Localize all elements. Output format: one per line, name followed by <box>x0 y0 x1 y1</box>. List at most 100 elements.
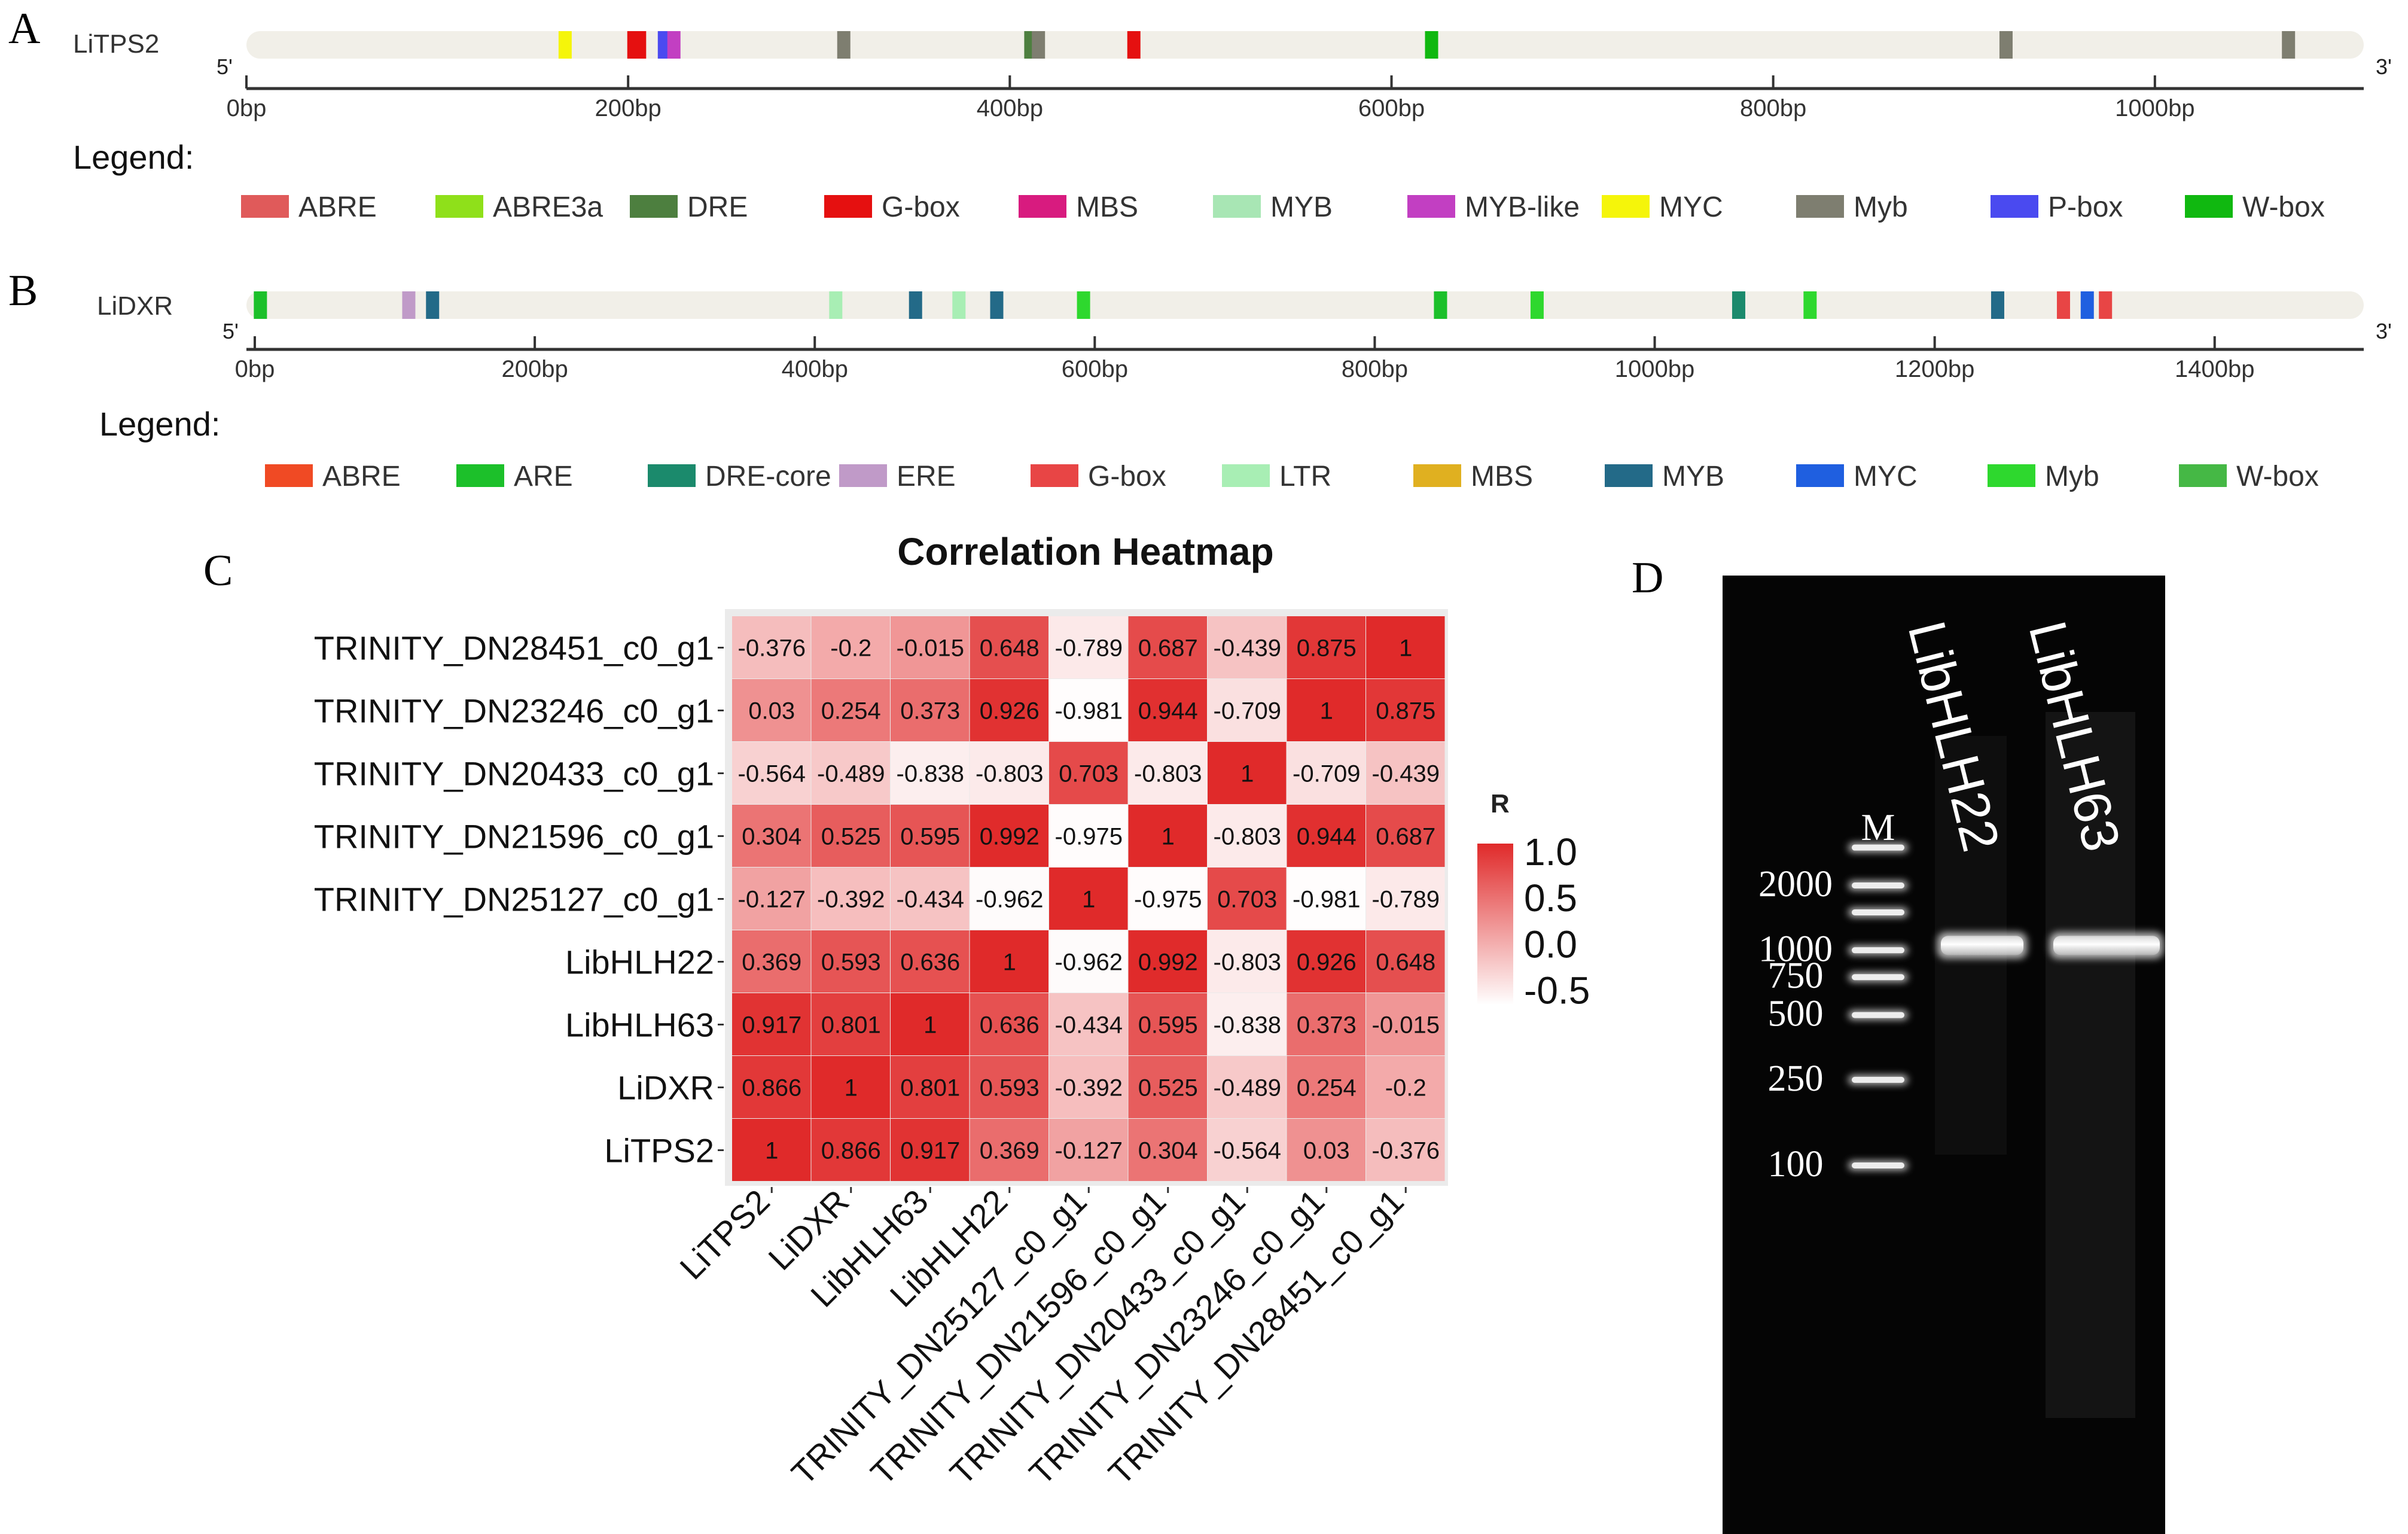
legend-swatch <box>839 464 887 487</box>
colorbar-tick-label: 1.0 <box>1524 830 1577 873</box>
heatmap-cell <box>1128 1119 1207 1181</box>
cell-value: -0.376 <box>738 635 806 662</box>
legend-label: W-box <box>2242 191 2325 223</box>
heatmap-cell <box>1366 993 1445 1055</box>
element-myb <box>909 291 922 319</box>
row-label: LiTPS2 <box>604 1132 714 1170</box>
cell-value: 0.866 <box>821 1138 881 1164</box>
ladder-band-core <box>1852 844 1904 851</box>
heatmap-cell <box>1128 679 1207 741</box>
heatmap-cell <box>1128 868 1207 930</box>
legend-label: ABRE <box>298 191 377 223</box>
cell-value: -0.127 <box>738 887 806 913</box>
heatmap-cell <box>891 805 970 867</box>
tick-label: 200bp <box>595 95 662 121</box>
element-g-box <box>2056 291 2070 319</box>
heatmap-cell <box>970 616 1048 678</box>
element-myb <box>837 31 851 59</box>
cell-value: 0.304 <box>742 824 801 850</box>
legend-item-myc: MYC <box>1796 461 1918 492</box>
heatmap-cell <box>811 742 890 804</box>
heatmap-cell <box>1287 868 1365 930</box>
heatmap-cell <box>732 1056 811 1118</box>
heatmap-cell <box>1049 679 1128 741</box>
legend-label: G-box <box>1088 461 1166 492</box>
panel-b-label: B <box>8 266 38 315</box>
legend-item-myb: MYB <box>1213 191 1333 223</box>
tick-label: 0bp <box>235 356 275 382</box>
heatmap-cell <box>1366 930 1445 993</box>
element-myb <box>426 291 440 319</box>
heatmap-cell <box>1049 993 1128 1055</box>
element-w-box <box>1425 31 1438 59</box>
heatmap-cell <box>732 742 811 804</box>
cell-value: 0.593 <box>821 949 881 976</box>
heatmap-cell <box>1128 805 1207 867</box>
heatmap-cell <box>1208 805 1287 867</box>
gene-label: LiDXR <box>97 291 173 321</box>
legend-item-myb: Myb <box>1796 191 1908 223</box>
cell-value: 0.636 <box>900 949 960 976</box>
legend-swatch <box>265 464 313 487</box>
cell-value: 0.917 <box>742 1012 801 1039</box>
cell-value: -0.439 <box>1214 635 1281 662</box>
panel-c-label: C <box>203 546 233 595</box>
legend-item-abre: ABRE <box>241 191 377 223</box>
cell-value: -0.564 <box>738 761 806 787</box>
ladder-size-label: 250 <box>1768 1058 1824 1099</box>
ladder-band-core <box>1852 1162 1904 1168</box>
legend-label: MBS <box>1471 461 1533 492</box>
legend-label: MYB-like <box>1465 191 1580 223</box>
legend-item-p-box: P-box <box>1991 191 2123 223</box>
element-g-box <box>2099 291 2113 319</box>
heatmap-cell <box>1208 742 1287 804</box>
legend-item-myb: MYB <box>1605 461 1724 492</box>
column-labels: LiTPS2LiDXRLibHLH63LibHLH22TRINITY_DN251… <box>672 1182 1410 1492</box>
heatmap-cell <box>1128 616 1207 678</box>
ladder-size-label: 2000 <box>1758 864 1833 905</box>
lane-smear <box>2046 712 2135 1418</box>
heatmap-cell <box>811 1056 890 1118</box>
heatmap-cell <box>1208 616 1287 678</box>
element-myb <box>1803 291 1817 319</box>
legend-title: Legend: <box>99 405 220 443</box>
heatmap-cell <box>1049 930 1128 993</box>
ladder-size-label: 750 <box>1768 955 1824 996</box>
legend-swatch <box>1796 195 1844 218</box>
three-prime-label: 3' <box>2376 319 2392 343</box>
heatmap-cell <box>891 1056 970 1118</box>
row-label: LibHLH63 <box>565 1006 714 1044</box>
cell-value: 1 <box>1399 635 1412 662</box>
element-ltr <box>952 291 966 319</box>
panel-b: LiDXR 5' 3' 0bp 200bp 400bp 600bp 800bp 1000b… <box>97 291 2392 492</box>
heatmap-cell <box>970 868 1048 930</box>
five-prime-label: 5' <box>217 54 233 79</box>
cell-value: 0.917 <box>900 1138 960 1164</box>
element-group <box>254 291 2113 319</box>
legend-label: P-box <box>2048 191 2123 223</box>
cell-value: 0.254 <box>821 698 881 725</box>
legend-swatch <box>1602 195 1650 218</box>
legend-item-g-box: G-box <box>824 191 960 223</box>
cell-value: -0.015 <box>1372 1012 1440 1039</box>
legend-label: Myb <box>2045 461 2099 492</box>
heatmap-cell <box>1128 742 1207 804</box>
cell-value: -0.489 <box>1214 1075 1281 1101</box>
heatmap-cell <box>970 993 1048 1055</box>
cell-value: 0.801 <box>900 1075 960 1101</box>
cell-value: -0.564 <box>1214 1138 1281 1164</box>
row-label: LiDXR <box>617 1069 714 1107</box>
cell-value: -0.434 <box>897 887 964 913</box>
cell-value: 0.373 <box>900 698 960 725</box>
element-myc <box>558 31 572 59</box>
colorbar-title: R <box>1490 789 1510 818</box>
heatmap-cell <box>1049 1056 1128 1118</box>
element-myb <box>990 291 1004 319</box>
legend-swatch <box>2185 195 2233 218</box>
tick-label: 1400bp <box>2175 356 2254 382</box>
cell-value: -0.803 <box>1214 949 1281 976</box>
heatmap-cell <box>811 679 890 741</box>
element-ere <box>402 291 416 319</box>
cell-value: 0.373 <box>1297 1012 1357 1039</box>
heatmap-cell <box>1287 930 1365 993</box>
